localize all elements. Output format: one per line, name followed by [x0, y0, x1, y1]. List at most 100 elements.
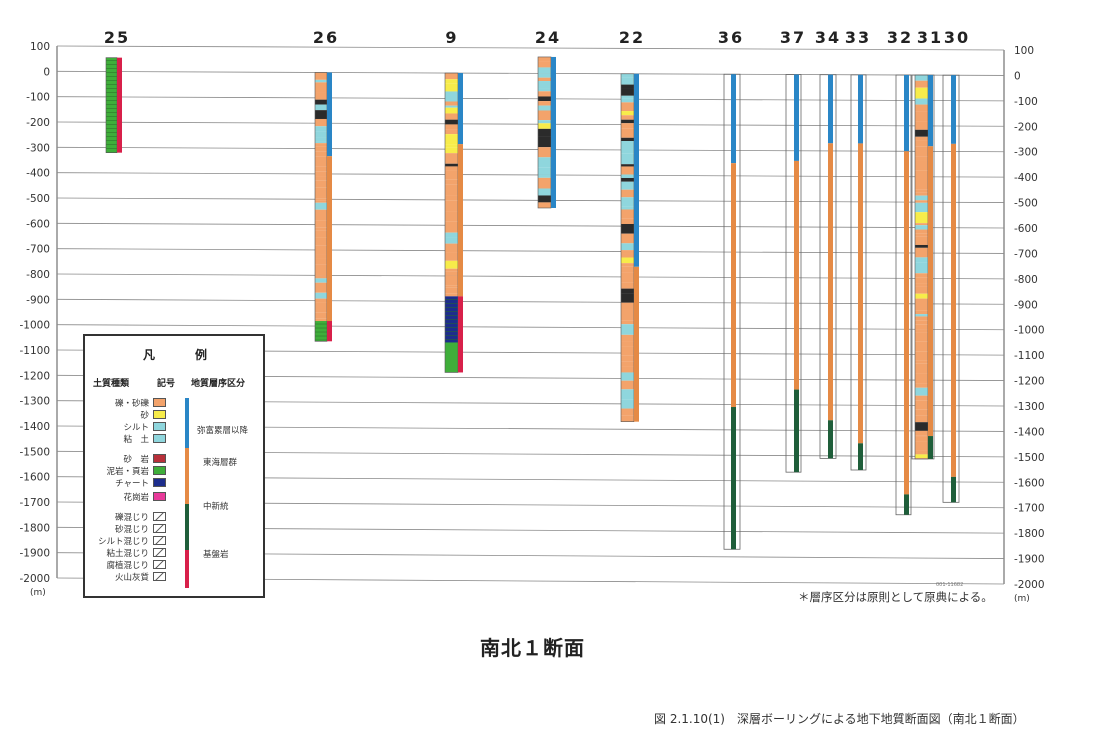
stratigraphic-unit-bar	[327, 72, 332, 157]
legend-box: 凡 例 土質種類 記号 地質層序区分 礫・砂礫砂シルト粘 土砂 岩泥岩・頁岩 チャ…	[83, 334, 265, 598]
lithology-layer	[915, 422, 928, 431]
lithology-layer	[538, 88, 551, 92]
tick-label-right: -1900	[1014, 554, 1045, 566]
lithology-layer	[621, 346, 634, 356]
stratigraphic-unit-bar	[828, 74, 833, 144]
lithology-layer	[915, 80, 928, 88]
lithology-layer	[445, 113, 458, 120]
lithology-layer	[538, 136, 551, 148]
lithology-layer	[915, 286, 928, 294]
lithology-layer	[621, 320, 634, 325]
stratigraphic-unit-bar	[828, 420, 833, 459]
lithology-layer	[915, 212, 928, 224]
borehole-24: 24	[535, 28, 559, 209]
lithology-layer	[621, 272, 634, 283]
grid-line	[56, 298, 1005, 305]
legend-unit-label: 弥富累層以降	[197, 426, 249, 436]
lithology-layer	[915, 363, 928, 374]
lithology-layer	[915, 192, 928, 196]
stratigraphic-unit-bar	[928, 75, 933, 147]
stratigraphic-unit-bar	[327, 156, 332, 322]
lithology-layer	[915, 170, 928, 181]
stratigraphic-unit-bar	[634, 73, 639, 267]
lithology-layer	[315, 298, 327, 303]
lithology-layer	[538, 120, 551, 124]
lithology-layer	[915, 236, 928, 245]
legend-soil-swatch	[153, 572, 166, 581]
grid-line	[56, 70, 1005, 76]
lithology-layer	[315, 146, 327, 152]
lithology-layer	[621, 408, 634, 416]
legend-unit-label: 東海層群	[203, 458, 238, 468]
lithology-layer	[315, 104, 327, 111]
lithology-layer	[445, 260, 458, 269]
borehole-label: 25	[104, 28, 130, 47]
lithology-layer	[621, 266, 634, 273]
lithology-layer	[915, 450, 928, 455]
lithology-layer	[315, 187, 327, 197]
lithology-layer	[915, 316, 928, 321]
lithology-layer	[538, 188, 551, 196]
section-title: 南北１断面	[480, 636, 585, 660]
lithology-layer	[315, 176, 327, 181]
lithology-layer	[315, 202, 327, 210]
lithology-layer	[915, 373, 928, 384]
lithology-layer	[445, 124, 458, 130]
lithology-layer	[621, 324, 634, 335]
legend-soil-label: シルト	[123, 423, 149, 433]
lithology-layer	[621, 288, 634, 294]
lithology-layer	[621, 309, 634, 321]
lithology-layer	[445, 119, 458, 125]
grid-line	[56, 172, 1005, 178]
legend-col-unit: 地質層序区分	[191, 379, 246, 389]
grid-line	[56, 121, 1005, 127]
stratigraphic-unit-bar	[858, 143, 863, 444]
tick-label-left: -100	[26, 92, 50, 104]
lithology-layer	[621, 141, 634, 151]
lithology-layer	[538, 61, 551, 68]
stratigraphic-unit-bar	[858, 443, 863, 470]
grid-line	[56, 197, 1005, 203]
lithology-layer	[621, 366, 634, 373]
lithology-layer	[538, 96, 551, 102]
lithology-layer	[445, 232, 458, 238]
lithology-layer	[315, 180, 327, 188]
tick-label-left: -1100	[19, 345, 50, 357]
lithology-layer	[915, 298, 928, 308]
lithology-layer	[915, 75, 928, 81]
tick-label-left: -1200	[19, 370, 50, 382]
tick-label-right: -200	[1014, 121, 1038, 133]
lithology-layer	[315, 72, 327, 80]
stratigraphic-unit-bar	[904, 75, 909, 152]
lithology-layer	[315, 99, 327, 105]
lithology-layer	[445, 285, 458, 288]
lithology-layer	[915, 273, 928, 278]
lithology-layer	[315, 151, 327, 157]
tick-label-left: -700	[26, 244, 50, 256]
lithology-layer	[315, 227, 327, 231]
tick-label-right: 0	[1014, 70, 1021, 82]
legend-soil-swatch	[153, 434, 166, 443]
lithology-layer	[915, 283, 928, 287]
tick-label-left: -400	[26, 168, 50, 180]
borehole-label: 26	[313, 28, 339, 47]
grid-line	[56, 146, 1005, 153]
lithology-layer	[915, 351, 928, 361]
lithology-layer	[538, 67, 551, 74]
lithology-layer	[621, 380, 634, 390]
tick-label-left: -1600	[19, 472, 50, 484]
legend-soil-label: 花崗岩	[123, 493, 149, 503]
lithology-layer	[538, 77, 551, 82]
lithology-layer	[538, 56, 551, 62]
borehole-frame	[785, 74, 802, 473]
lithology-layer	[445, 73, 458, 80]
lithology-layer	[315, 282, 327, 293]
tick-label-right: -600	[1014, 223, 1038, 235]
borehole-34: 34	[815, 28, 841, 459]
borehole-label: 34	[815, 28, 841, 47]
tick-label-right: -300	[1014, 147, 1038, 159]
lithology-layer	[621, 389, 634, 400]
lithology-layer	[445, 221, 458, 233]
lithology-layer	[445, 271, 458, 276]
